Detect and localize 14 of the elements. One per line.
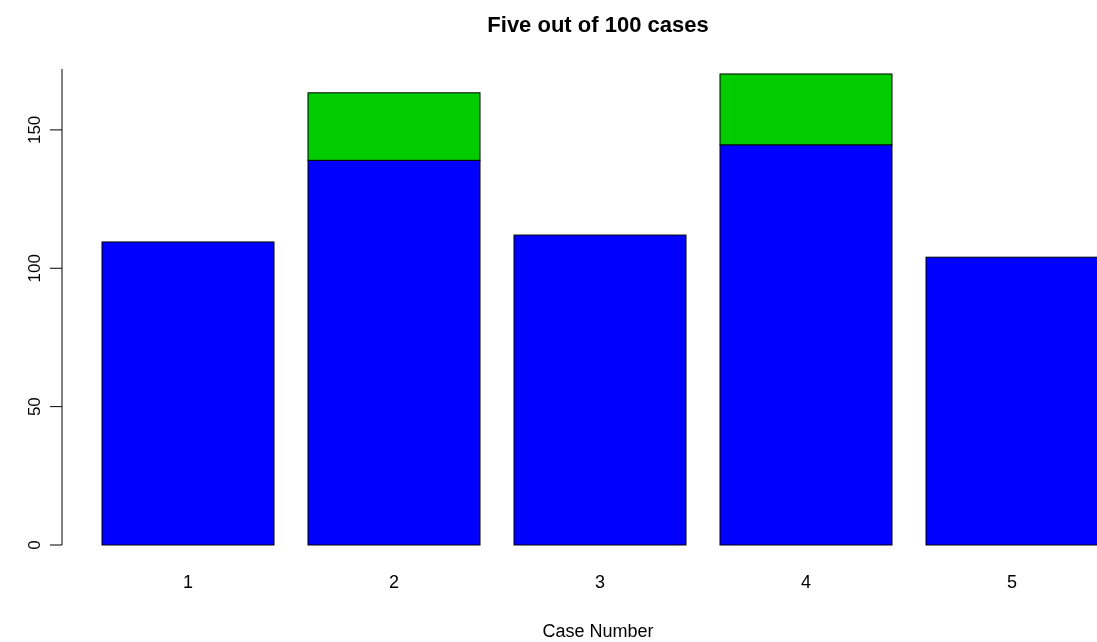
bar bbox=[513, 234, 687, 546]
bar bbox=[101, 241, 275, 546]
x-axis-title: Case Number bbox=[542, 621, 654, 641]
y-tick-label: 50 bbox=[25, 397, 44, 417]
x-tick-label: 3 bbox=[594, 572, 606, 592]
y-tick-label: 0 bbox=[25, 540, 44, 550]
x-tick-label: 5 bbox=[1006, 572, 1018, 592]
x-tick-label: 4 bbox=[800, 572, 812, 592]
y-tick-label: 100 bbox=[25, 254, 44, 283]
x-tick-label: 1 bbox=[182, 572, 194, 592]
bar bbox=[925, 256, 1097, 546]
chart-title: Five out of 100 cases bbox=[487, 12, 709, 37]
y-tick-label: 150 bbox=[25, 115, 44, 145]
x-tick-label: 2 bbox=[388, 572, 400, 592]
